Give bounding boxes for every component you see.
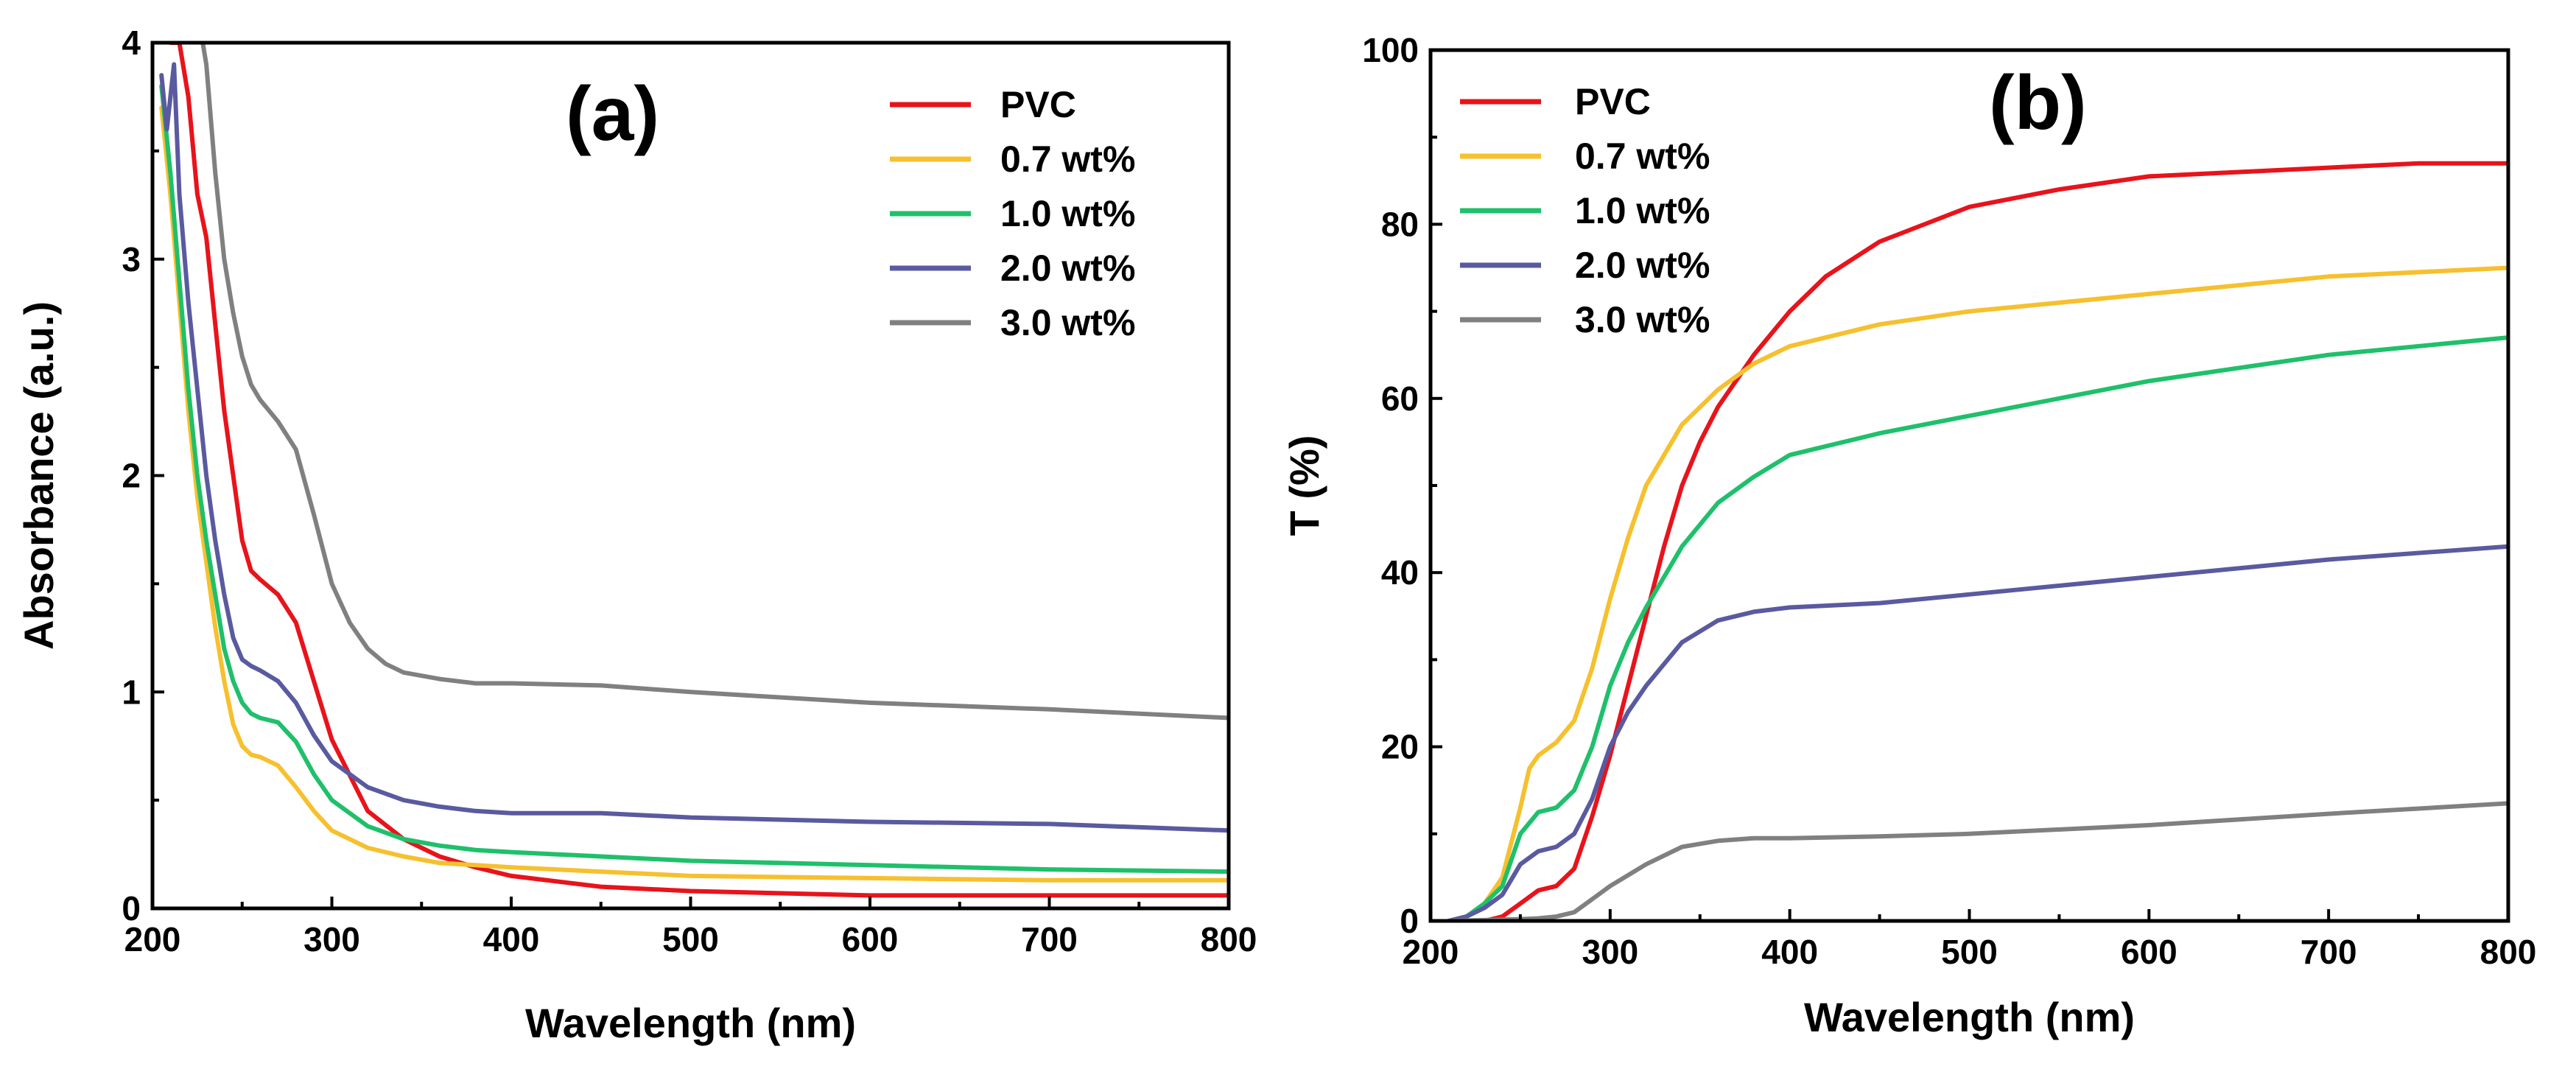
panel-a-x-tick-label: 700	[1021, 920, 1078, 958]
panel-b-legend-label-0-7-wt: 0.7 wt%	[1575, 136, 1710, 177]
panel-b-y-axis-title: T (%)	[1281, 435, 1327, 536]
panel-b-x-tick-label: 600	[2121, 933, 2177, 971]
panel-b-x-tick-label: 500	[1941, 933, 1998, 971]
panel-b-legend-label-3-0-wt: 3.0 wt%	[1575, 299, 1710, 340]
panel-b-x-tick-label: 200	[1403, 933, 1459, 971]
panel-b-legend-label-2-0-wt: 2.0 wt%	[1575, 245, 1710, 286]
panel-a-x-tick-label: 600	[842, 920, 899, 958]
panel-a-y-tick-label: 2	[122, 457, 141, 495]
panel-b-x-tick-label: 700	[2300, 933, 2357, 971]
panel-a-series-pvc	[168, 43, 1229, 898]
panel-a-x-axis-title: Wavelength (nm)	[525, 1000, 856, 1046]
panel-b-x-tick-label: 800	[2480, 933, 2537, 971]
panel-a-legend-label-1-0-wt: 1.0 wt%	[1000, 193, 1135, 234]
panel-b-frame	[1428, 48, 2510, 923]
panel-a-legend-label-2-0-wt: 2.0 wt%	[1000, 248, 1135, 289]
panel-b-y-tick-label: 100	[1362, 31, 1419, 69]
panel-a-x-axis: 200 300 400 500 600 700 800	[124, 897, 1257, 958]
panel-a-x-tick-label: 400	[483, 920, 540, 958]
panel-b-y-tick-label: 20	[1381, 728, 1419, 766]
panel-a-y-tick-label: 1	[122, 673, 141, 711]
panel-b-label: (b)	[1989, 60, 2087, 146]
panel-b-y-tick-label: 0	[1400, 902, 1419, 940]
panel-b-x-axis-title: Wavelength (nm)	[1804, 994, 2135, 1040]
panel-b-legend-label-1-0-wt: 1.0 wt%	[1575, 190, 1710, 231]
panel-a-legend-label-0-7-wt: 0.7 wt%	[1000, 139, 1135, 180]
panel-a-chart: 200 300 400 500 600 700 800 0 1 2 3 4 Wavelength (…	[15, 24, 1257, 1046]
panel-a-legend-label-pvc: PVC	[1000, 84, 1076, 125]
panel-b-series-3-0-wt	[1446, 801, 2508, 921]
panel-a-x-tick-label: 500	[662, 920, 719, 958]
panel-a-series-3-0-wt	[200, 43, 1229, 721]
panel-a-x-tick-label: 300	[303, 920, 360, 958]
panel-a-y-tick-label: 4	[122, 24, 141, 62]
panel-a-y-tick-label: 0	[122, 889, 141, 928]
panel-a-legend-label-3-0-wt: 3.0 wt%	[1000, 302, 1135, 343]
panel-b-series-pvc	[1446, 161, 2508, 921]
panel-b-legend-label-pvc: PVC	[1575, 81, 1651, 122]
panel-b-x-axis: 200 300 400 500 600 700 800	[1403, 909, 2537, 971]
panel-b-y-tick-label: 80	[1381, 205, 1419, 243]
panel-a-label: (a)	[566, 71, 659, 157]
panel-a-x-tick-label: 800	[1201, 920, 1257, 958]
panel-b-chart: 200 300 400 500 600 700 800 0 20 40 60 80 100 Wavel…	[1281, 31, 2536, 1040]
panel-a-series-2-0-wt	[159, 62, 1229, 833]
panel-a-series-1-0-wt	[159, 83, 1229, 875]
panel-b-x-tick-label: 300	[1582, 933, 1638, 971]
panel-b-series-layer	[1446, 161, 2508, 921]
panel-a-y-axis-title: Absorbance (a.u.)	[15, 301, 62, 650]
panel-b-y-tick-label: 60	[1381, 379, 1419, 418]
panel-b-series-0-7-wt	[1446, 265, 2508, 921]
panel-a-x-tick-label: 200	[124, 920, 181, 958]
panel-b-legend: PVC 0.7 wt% 1.0 wt% 2.0 wt% 3.0 wt%	[1460, 81, 1710, 340]
panel-a-series-0-7-wt	[159, 105, 1229, 883]
panel-b-series-2-0-wt	[1446, 544, 2508, 921]
panel-b-x-tick-label: 400	[1761, 933, 1818, 971]
panel-b-y-axis: 0 20 40 60 80 100	[1362, 31, 1442, 940]
panel-b-y-tick-label: 40	[1381, 553, 1419, 592]
panel-a-series-layer	[159, 43, 1229, 898]
panel-b-series-1-0-wt	[1446, 335, 2508, 921]
panel-a-y-tick-label: 3	[122, 240, 141, 278]
panel-a-y-axis: 0 1 2 3 4	[122, 24, 164, 928]
panel-a-legend: PVC 0.7 wt% 1.0 wt% 2.0 wt% 3.0 wt%	[890, 84, 1135, 343]
